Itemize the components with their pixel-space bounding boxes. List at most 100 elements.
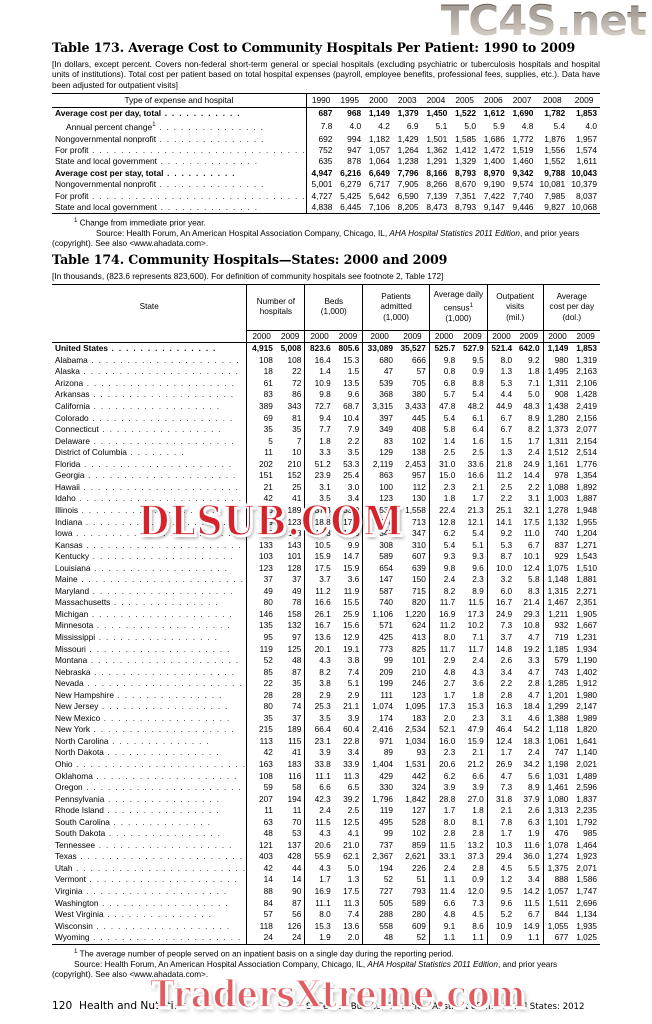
table-cell: 57 <box>416 366 426 377</box>
table-cell: 66.4 <box>304 724 334 736</box>
table-cell: 3.9 <box>347 712 360 723</box>
table-cell: 146 <box>246 608 276 621</box>
row-label: New Jersey . . . . . . . . . . . . . . .… <box>55 701 229 712</box>
table-cell: 11.5 <box>468 597 484 608</box>
table-cell: 1,429 <box>397 133 419 144</box>
table-cell: 18 <box>246 366 276 378</box>
table-cell: 1.1 <box>458 932 488 945</box>
table-row: Virginia . . . . . . . . . . . . . . . .… <box>52 886 600 898</box>
table-cell: 5.4 <box>472 528 484 539</box>
table-174-year-header: 2000 <box>246 330 276 343</box>
table-cell: 17.3 <box>467 608 484 619</box>
table-cell: 11.5 <box>524 897 540 908</box>
table-cell: 14.8 <box>486 643 516 656</box>
table-cell: 8,205 <box>392 201 422 215</box>
table-cell: 24 <box>275 932 305 945</box>
table-cell: 16.6 <box>467 470 484 481</box>
table-row: New Hampshire . . . . . . . . . . . . . … <box>52 689 600 702</box>
table-cell: 138 <box>412 447 426 458</box>
table-174-year-header: 2009 <box>571 330 600 343</box>
table-cell: 5.8 <box>528 574 540 585</box>
table-cell: 980 <box>542 354 572 367</box>
table-cell: 116 <box>246 528 276 540</box>
table-cell: 11.9 <box>343 585 360 596</box>
table-cell: 17.5 <box>523 516 540 527</box>
table-row: Delaware . . . . . . . . . . . . . . . .… <box>52 435 600 448</box>
table-174-year-header: 2009 <box>515 330 544 343</box>
table-cell: 72.7 <box>304 401 334 413</box>
table-cell: 324 <box>412 782 426 793</box>
table-174-container: Table 174. Community Hospitals—States: 2… <box>52 252 600 980</box>
table-cell: 46.4 <box>486 724 516 736</box>
table-cell: 1.3 <box>347 874 360 885</box>
table-cell: 6.7 <box>528 909 540 920</box>
table-cell: 37.3 <box>304 504 334 517</box>
table-cell: 1,003 <box>542 493 572 505</box>
table-174-body: United States . . . . . . . . . . . . . … <box>52 342 600 945</box>
table-cell: 4,838 <box>305 201 336 215</box>
table-cell: 4.0 <box>349 120 362 131</box>
row-label: Kentucky . . . . . . . . . . . . . . . .… <box>55 551 235 562</box>
table-cell: 210 <box>412 666 426 677</box>
table-cell: 42 <box>246 747 276 759</box>
table-cell: 2,077 <box>576 424 597 435</box>
row-label: Georgia . . . . . . . . . . . . . . . . … <box>55 470 237 481</box>
table-cell: 8.8 <box>472 377 484 388</box>
table-cell: 2,163 <box>576 366 597 377</box>
table-cell: 2.1 <box>472 481 484 492</box>
table-cell: 6,649 <box>368 167 390 178</box>
table-cell: 90 <box>292 886 302 896</box>
table-cell: 13.2 <box>467 839 484 850</box>
table-cell: 52 <box>396 932 430 945</box>
table-cell: 7.3 <box>486 620 516 632</box>
table-cell: 8.9 <box>528 412 540 423</box>
table-cell: 8.2 <box>304 666 334 679</box>
table-cell: 1,552 <box>544 156 566 167</box>
table-173-title: Table 173. Average Cost to Community Hos… <box>52 40 576 55</box>
table-cell: 2,154 <box>576 435 597 446</box>
table-row: Florida . . . . . . . . . . . . . . . . … <box>52 458 600 471</box>
table-cell: 49 <box>246 585 276 598</box>
table-cell: 1,106 <box>362 608 397 621</box>
row-label: Alaska . . . . . . . . . . . . . . . . .… <box>55 366 240 377</box>
table-cell: 9,147 <box>479 201 508 215</box>
table-cell: 1.8 <box>428 493 459 505</box>
table-cell: 1,501 <box>426 133 448 144</box>
table-cell: 12.9 <box>343 631 360 642</box>
table-cell: 2,351 <box>576 597 597 608</box>
table-cell: 587 <box>362 585 397 598</box>
table-cell: 380 <box>412 389 426 400</box>
table-cell: 128 <box>287 562 302 573</box>
table-cell: 14 <box>292 874 302 885</box>
table-cell: 1,078 <box>542 839 572 852</box>
row-label: South Dakota . . . . . . . . . . . . . .… <box>55 828 222 839</box>
table-cell: 10.8 <box>523 620 540 631</box>
table-cell: 133 <box>246 539 276 552</box>
table-cell: 1.1 <box>515 932 544 945</box>
row-label: Florida . . . . . . . . . . . . . . . . … <box>55 458 233 469</box>
table-cell: 202 <box>246 458 276 471</box>
table-cell: 4.5 <box>472 909 484 920</box>
row-label: For profit . . . . . . . . . . . . . . .… <box>55 190 306 201</box>
table-cell: 126 <box>287 920 302 931</box>
row-label: Wisconsin . . . . . . . . . . . . . . . … <box>55 920 231 931</box>
row-label: Missouri . . . . . . . . . . . . . . . .… <box>55 643 231 654</box>
table-cell: 10.5 <box>304 539 334 552</box>
row-label: Nebraska . . . . . . . . . . . . . . . .… <box>55 666 236 677</box>
table-cell: 11 <box>292 805 302 816</box>
table-cell: 1.5 <box>486 435 516 448</box>
table-cell: 10.4 <box>343 412 360 423</box>
table-cell: 705 <box>412 377 426 388</box>
table-cell: 118 <box>246 920 276 933</box>
table-cell: 9.3 <box>472 551 484 562</box>
table-cell: 343 <box>287 401 302 412</box>
table-174-group-header: Outpatient visits (mil.) <box>486 284 544 331</box>
table-cell: 635 <box>305 156 336 168</box>
table-cell: 183 <box>287 758 302 769</box>
table-cell: 7.1 <box>472 631 484 642</box>
table-cell: 1,772 <box>512 133 534 144</box>
table-cell: 12.0 <box>467 886 484 896</box>
table-cell: 20.6 <box>428 758 459 771</box>
table-cell: 4.3 <box>304 828 334 840</box>
table-cell: 3.4 <box>528 874 540 885</box>
